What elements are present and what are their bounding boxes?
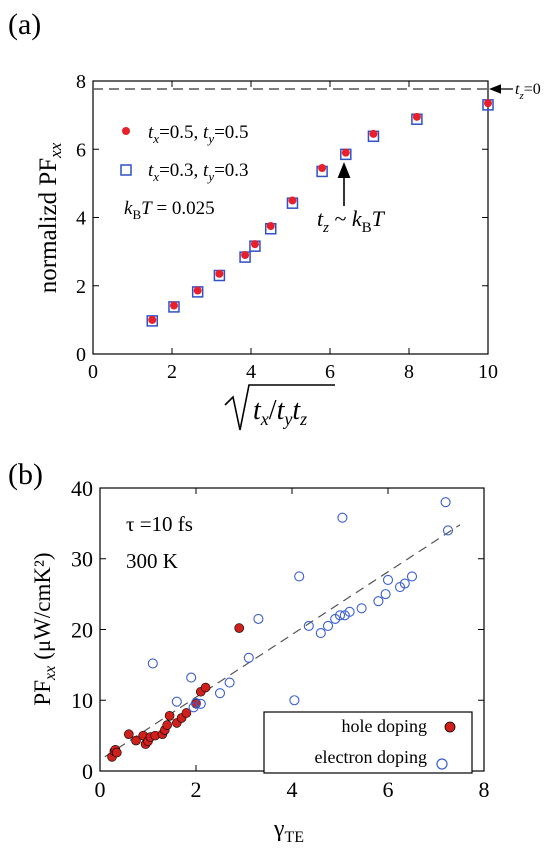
data-point-series-1 <box>234 623 244 633</box>
data-point-series-2 <box>373 596 384 607</box>
x-tick-label: 6 <box>325 361 335 383</box>
chart-b-xlabel: γTE <box>273 816 304 846</box>
chart-b-legend-marker-2 <box>436 758 448 770</box>
data-point-series-2 <box>147 658 158 669</box>
data-point-series-2 <box>442 525 454 536</box>
chart-a-legend-marker-2 <box>120 164 132 176</box>
data-point-series-1 <box>131 735 141 746</box>
data-point-series-2 <box>303 620 314 632</box>
y-tick-label: 0 <box>76 344 86 366</box>
data-point-series-2 <box>171 696 182 707</box>
chart-a-legend-marker-1 <box>122 127 130 135</box>
y-tick-label: 40 <box>71 476 93 501</box>
data-point-series-2 <box>406 571 418 582</box>
y-tick-label: 4 <box>76 208 86 230</box>
chart-a-tz0-label: tz=0 <box>515 81 541 102</box>
data-point-series-1 <box>112 747 122 758</box>
chart-b-fit-line <box>104 524 461 758</box>
data-point-series-2 <box>148 315 157 324</box>
data-point-series-2 <box>190 698 202 709</box>
data-point-series-2 <box>241 251 250 260</box>
data-point-series-2 <box>289 695 300 706</box>
y-tick-label: 0 <box>82 759 93 784</box>
data-point-series-2 <box>169 301 178 310</box>
data-point-series-2 <box>215 269 224 278</box>
y-tick-label: 2 <box>76 276 86 298</box>
data-point-series-1 <box>200 682 211 693</box>
x-tick-label: 2 <box>191 777 202 802</box>
y-tick-label: 10 <box>71 688 93 713</box>
data-point-series-2 <box>334 610 346 621</box>
data-point-series-2 <box>214 688 226 699</box>
data-point-series-2 <box>380 589 391 600</box>
data-point-series-2 <box>382 574 394 586</box>
chart-a-annotation-text: tz ~ kBT <box>317 206 386 236</box>
data-point-series-2 <box>341 148 350 157</box>
data-point-series-2 <box>399 578 410 589</box>
chart-b-legend-marker-1 <box>444 721 456 733</box>
chart-a-param-text: kBT = 0.025 <box>124 198 215 222</box>
x-tick-label: 8 <box>404 361 414 383</box>
y-tick-label: 20 <box>71 617 93 642</box>
data-point-series-2 <box>337 512 348 523</box>
data-point-series-1 <box>124 729 134 740</box>
data-point-series-2 <box>195 698 206 709</box>
data-point-series-2 <box>250 240 259 249</box>
data-point-series-2 <box>440 497 451 508</box>
chart-b-text-line-2: 300 K <box>126 549 178 573</box>
data-point-series-2 <box>243 652 254 663</box>
x-tick-label: 10 <box>478 361 498 383</box>
data-point-series-1 <box>162 720 172 730</box>
chart-a-legend-label-2: tx=0.3, ty=0.3 <box>148 160 249 184</box>
chart-a-legend-label-1: tx=0.5, ty=0.5 <box>148 122 249 146</box>
data-point-series-2 <box>253 613 264 624</box>
chart-b-legend-label-2: electron doping <box>315 747 427 767</box>
chart-b-legend-label-1: hole doping <box>342 716 428 736</box>
data-point-series-2 <box>294 571 305 582</box>
svg-text:tx/tytz: tx/tytz <box>253 395 307 429</box>
chart-b-text-line-1: τ =10 fs <box>126 512 193 536</box>
data-point-series-2 <box>344 606 355 617</box>
data-point-series-1 <box>181 708 192 718</box>
data-point-series-2 <box>412 112 421 121</box>
chart-b-ylabel: PFxx(μW/cmK²) <box>30 552 59 705</box>
y-tick-label: 30 <box>71 547 93 572</box>
x-tick-label: 0 <box>88 361 98 383</box>
data-point-series-2 <box>186 672 197 683</box>
y-tick-label: 6 <box>76 139 86 161</box>
data-point-series-2 <box>224 677 235 688</box>
data-point-series-1 <box>164 711 175 721</box>
data-point-series-2 <box>322 620 334 632</box>
chart-b: 0 2 4 6 8 0 10 20 30 40 PFxx(μW/cmK²) γTE τ =10 f… <box>30 476 490 846</box>
panel-label-a: (a) <box>8 8 41 41</box>
data-point-series-2 <box>315 627 326 639</box>
data-point-series-2 <box>369 129 378 138</box>
chart-a: 0 2 4 6 8 10 0 2 4 6 8 normalizd PFxx tx/tytz tz=0… <box>35 71 541 431</box>
x-tick-label: 4 <box>287 777 298 802</box>
data-point-series-2 <box>356 603 367 614</box>
data-point-series-2 <box>193 286 202 295</box>
data-point-series-2 <box>484 99 492 108</box>
panel-label-b: (b) <box>8 458 43 491</box>
chart-a-ylabel: normalizd PFxx <box>35 142 65 293</box>
data-point-series-2 <box>288 196 297 205</box>
data-point-series-2 <box>318 164 327 173</box>
x-tick-label: 4 <box>246 361 256 383</box>
chart-a-xlabel: tx/tytz <box>224 384 335 431</box>
x-tick-label: 6 <box>383 777 394 802</box>
data-point-series-2 <box>266 222 275 231</box>
y-tick-label: 8 <box>76 71 86 93</box>
x-tick-label: 8 <box>479 777 490 802</box>
x-tick-label: 2 <box>167 361 177 383</box>
x-tick-label: 0 <box>95 777 106 802</box>
